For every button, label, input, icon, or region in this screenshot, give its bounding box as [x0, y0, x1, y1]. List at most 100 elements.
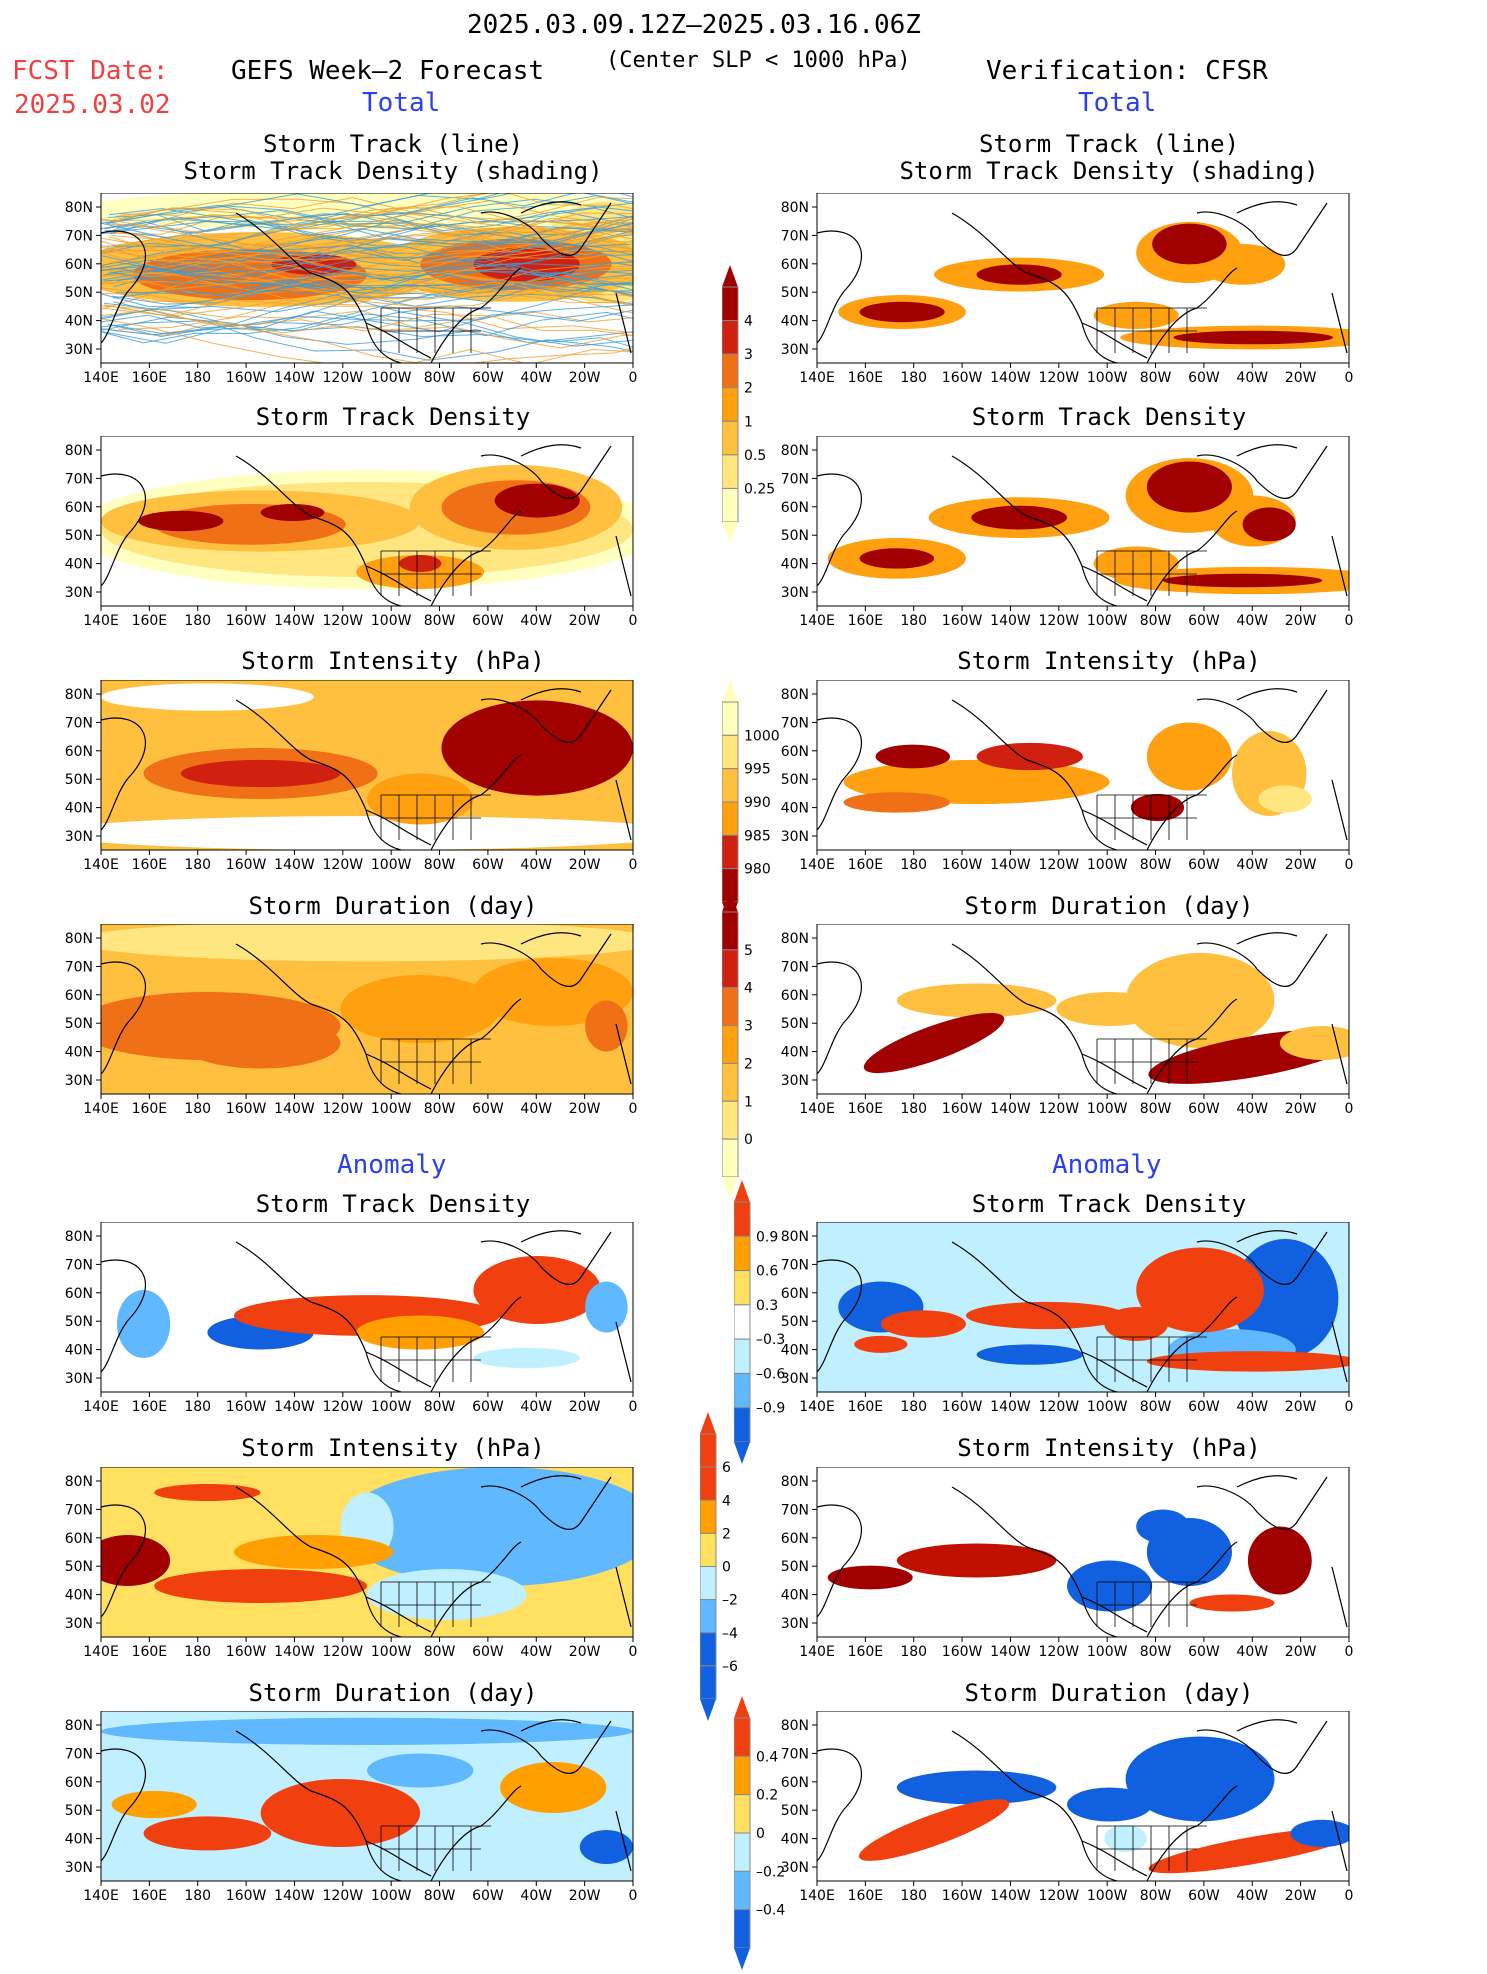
lat-tick-label: 40N — [65, 1343, 93, 1359]
lon-tick-label: 140E — [83, 370, 119, 386]
title-density-anom-left: Storm Track Density — [255, 1190, 531, 1218]
lat-tick-label: 60N — [65, 257, 93, 273]
lon-tick-label: 100W — [1087, 613, 1128, 629]
lat-tick-label: 50N — [781, 1803, 809, 1819]
lon-tick-label: 160W — [226, 613, 267, 629]
fcst-date-label: FCST Date: — [12, 56, 169, 86]
lon-tick-label: 120W — [1039, 613, 1080, 629]
gefs-title: GEFS Week–2 Forecast — [231, 56, 545, 86]
lat-tick-label: 50N — [781, 1559, 809, 1575]
lon-tick-label: 140W — [274, 857, 315, 873]
title-duration-left: Storm Duration (day) — [248, 892, 538, 920]
lat-tick-label: 50N — [781, 285, 809, 301]
lat-tick-label: 80N — [781, 1229, 809, 1245]
lon-tick-label: 0 — [629, 857, 638, 873]
colorbar-density-total: 4 3 2 1 0.5 0.25 — [721, 265, 802, 548]
lat-tick-label: 40N — [781, 314, 809, 330]
lat-tick-label: 50N — [65, 1314, 93, 1330]
title-track-line-right: Storm Track (line) — [978, 130, 1240, 158]
colorbar-label: 0.3 — [756, 1298, 778, 1314]
lon-tick-label: 180 — [184, 1101, 211, 1117]
lat-tick-label: 70N — [781, 959, 809, 975]
colorbar-label: 0 — [756, 1826, 765, 1842]
map-intensity-anom-gefs: 140E 160E 180 160W 140W 120W 100W 80W 60W 40W 20W 0… — [53, 1467, 639, 1661]
lon-tick-label: 180 — [184, 1399, 211, 1415]
map-density-anom-cfsr: 140E 160E 180 160W 140W 120W 100W 80W 60W 40W 20W 0… — [769, 1222, 1355, 1416]
anomaly-label-right: Anomaly — [1052, 1150, 1162, 1180]
lon-tick-label: 60W — [472, 1644, 504, 1660]
lon-tick-label: 160W — [942, 857, 983, 873]
map-duration-cfsr: 140E 160E 180 160W 140W 120W 100W 80W 60W 40W 20W 0… — [769, 924, 1355, 1118]
colorbar-label: 2 — [744, 381, 753, 397]
title-density-right: Storm Track Density — [971, 403, 1247, 431]
lon-tick-label: 100W — [1087, 1644, 1128, 1660]
lon-tick-label: 0 — [629, 370, 638, 386]
lat-tick-label: 80N — [781, 200, 809, 216]
colorbar-label: 1000 — [744, 728, 780, 744]
lon-tick-label: 0 — [629, 1644, 638, 1660]
title-duration-anom-left: Storm Duration (day) — [248, 1679, 538, 1707]
lon-tick-label: 40W — [1236, 1644, 1268, 1660]
lon-tick-label: 140W — [990, 1888, 1031, 1904]
colorbar-intensity-anom: 6 4 2 0 –2 –4 –6 — [699, 1412, 780, 1725]
lat-tick-label: 40N — [781, 1588, 809, 1604]
lon-tick-label: 0 — [1345, 1399, 1354, 1415]
lon-tick-label: 120W — [1039, 1888, 1080, 1904]
colorbar-label: 1 — [744, 414, 753, 430]
lat-tick-label: 30N — [65, 342, 93, 358]
lat-tick-label: 40N — [65, 1832, 93, 1848]
lat-tick-label: 50N — [65, 1559, 93, 1575]
colorbar-label: 980 — [744, 862, 771, 878]
colorbar-label: –4 — [722, 1626, 738, 1642]
verification-title: Verification: CFSR — [986, 56, 1268, 86]
lon-tick-label: 160W — [226, 1101, 267, 1117]
lon-tick-label: 180 — [184, 613, 211, 629]
lat-tick-label: 30N — [65, 1616, 93, 1632]
lon-tick-label: 120W — [1039, 1101, 1080, 1117]
lon-tick-label: 180 — [900, 370, 927, 386]
lat-tick-label: 60N — [65, 744, 93, 760]
colorbar-label: –0.2 — [756, 1864, 785, 1880]
lat-tick-label: 80N — [781, 931, 809, 947]
lon-tick-label: 80W — [424, 1644, 456, 1660]
lon-tick-label: 20W — [1285, 857, 1317, 873]
lat-tick-label: 40N — [781, 1045, 809, 1061]
lon-tick-label: 140W — [990, 370, 1031, 386]
lon-tick-label: 120W — [1039, 857, 1080, 873]
lon-tick-label: 80W — [1140, 1101, 1172, 1117]
lon-tick-label: 160E — [132, 1644, 168, 1660]
title-intensity-left: Storm Intensity (hPa) — [241, 647, 545, 675]
lat-tick-label: 80N — [781, 1474, 809, 1490]
lon-tick-label: 0 — [629, 1399, 638, 1415]
colorbar-label: 985 — [744, 828, 771, 844]
colorbar-label: –0.6 — [756, 1366, 785, 1382]
lon-tick-label: 60W — [472, 1399, 504, 1415]
lon-tick-label: 80W — [424, 370, 456, 386]
lon-tick-label: 180 — [900, 613, 927, 629]
lon-tick-label: 20W — [1285, 1644, 1317, 1660]
map-duration-anom-cfsr: 140E 160E 180 160W 140W 120W 100W 80W 60W 40W 20W 0… — [769, 1711, 1355, 1905]
lat-tick-label: 80N — [781, 443, 809, 459]
lon-tick-label: 60W — [1188, 1888, 1220, 1904]
lat-tick-label: 80N — [781, 687, 809, 703]
lat-tick-label: 30N — [781, 1860, 809, 1876]
lon-tick-label: 180 — [900, 1888, 927, 1904]
lat-tick-label: 50N — [65, 1803, 93, 1819]
lat-tick-label: 80N — [65, 200, 93, 216]
lon-tick-label: 60W — [1188, 857, 1220, 873]
colorbar-label: –0.9 — [756, 1401, 785, 1417]
colorbar-label: –6 — [722, 1659, 738, 1675]
lon-tick-label: 20W — [569, 1888, 601, 1904]
lon-tick-label: 80W — [1140, 1644, 1172, 1660]
lon-tick-label: 160W — [226, 1399, 267, 1415]
lon-tick-label: 40W — [520, 857, 552, 873]
lon-tick-label: 140W — [990, 613, 1031, 629]
lon-tick-label: 140W — [274, 1888, 315, 1904]
lon-tick-label: 80W — [1140, 613, 1172, 629]
lat-tick-label: 60N — [781, 257, 809, 273]
lat-tick-label: 30N — [781, 1073, 809, 1089]
lon-tick-label: 180 — [184, 857, 211, 873]
lat-tick-label: 30N — [65, 1860, 93, 1876]
lon-tick-label: 140E — [799, 1888, 835, 1904]
lon-tick-label: 100W — [1087, 857, 1128, 873]
